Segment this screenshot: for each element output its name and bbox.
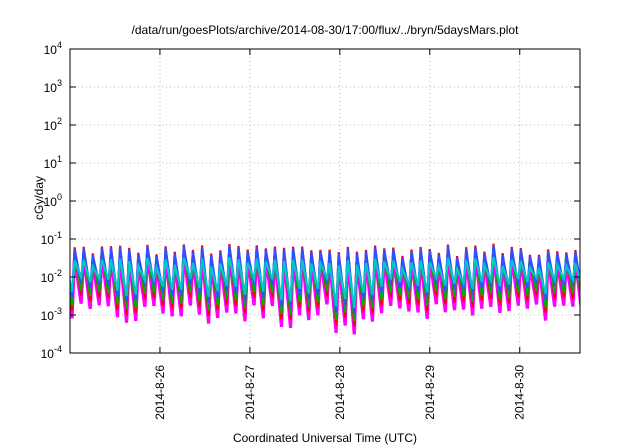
x-tick-label: 2014-8-28 xyxy=(333,365,347,420)
y-tick-label: 102 xyxy=(44,116,62,133)
x-tick-label: 2014-8-29 xyxy=(423,365,437,420)
series-group xyxy=(70,243,580,335)
series-line-5 xyxy=(70,256,580,308)
y-tick-label: 10-3 xyxy=(41,306,62,323)
x-axis: 2014-8-26 2014-8-27 2014-8-28 2014-8-29 2014… xyxy=(153,49,527,420)
y-axis: 10-4 10-3 10-2 10-1 100 101 102 103 104 xyxy=(41,40,580,361)
y-tick-label: 101 xyxy=(44,154,62,171)
x-tick-label: 2014-8-27 xyxy=(243,365,257,420)
x-tick-label: 2014-8-30 xyxy=(513,365,527,420)
grid xyxy=(70,49,580,353)
y-axis-label: cGy/day xyxy=(32,176,46,220)
x-tick-label: 2014-8-26 xyxy=(153,365,167,420)
y-tick-label: 103 xyxy=(44,78,62,95)
y-tick-label: 10-2 xyxy=(41,268,62,285)
y-tick-label: 104 xyxy=(44,40,62,57)
y-tick-label: 10-1 xyxy=(41,230,62,247)
y-tick-label: 100 xyxy=(44,192,62,209)
x-axis-label: Coordinated Universal Time (UTC) xyxy=(233,431,417,445)
chart-title: /data/run/goesPlots/archive/2014-08-30/1… xyxy=(132,23,520,37)
y-tick-label: 10-4 xyxy=(41,344,62,361)
